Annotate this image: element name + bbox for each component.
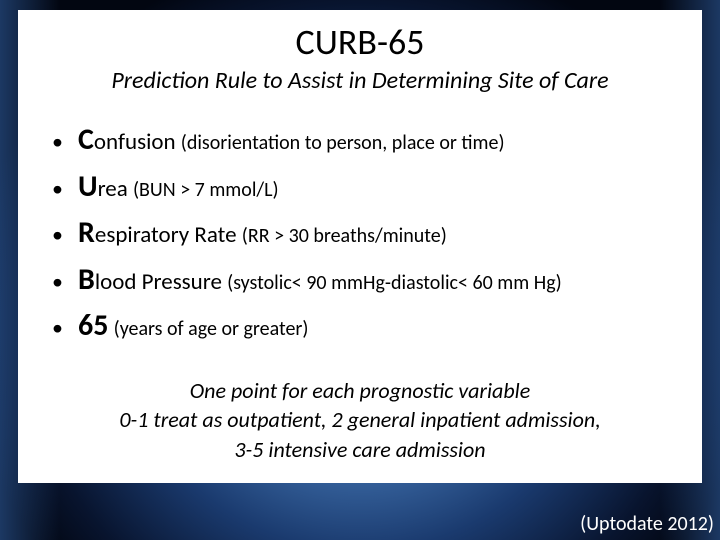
bullet-icon: • (52, 265, 78, 299)
scoring-line: One point for each prognostic variable (48, 376, 672, 406)
criterion-lead: B (78, 261, 95, 298)
content-panel: CURB-65 Prediction Rule to Assist in Det… (18, 10, 702, 483)
list-item: • Urea (BUN > 7 mmol/L) (52, 164, 672, 211)
scoring-line: 3-5 intensive care admission (48, 435, 672, 465)
criterion-detail: (systolic< 90 mmHg-diastolic< 60 mm Hg) (227, 271, 562, 295)
bullet-icon: • (52, 172, 78, 206)
list-item: • 65 (years of age or greater) (52, 303, 672, 350)
criterion-rest: rea (98, 175, 133, 203)
slide-title: CURB-65 (48, 20, 672, 64)
criterion-lead: C (78, 121, 94, 158)
criterion-rest: lood Pressure (95, 268, 227, 296)
criterion-rest: espiratory Rate (95, 221, 242, 249)
scoring-guidance: One point for each prognostic variable 0… (48, 376, 672, 465)
list-item: • Blood Pressure (systolic< 90 mmHg-dias… (52, 257, 672, 304)
scoring-line: 0-1 treat as outpatient, 2 general inpat… (48, 405, 672, 435)
criterion-rest: onfusion (94, 128, 181, 156)
criterion-lead: R (78, 214, 95, 251)
list-item: • Respiratory Rate (RR > 30 breaths/minu… (52, 210, 672, 257)
criterion-detail: (years of age or greater) (114, 317, 309, 341)
citation-text: (Uptodate 2012) (580, 512, 714, 536)
criterion-detail: (RR > 30 breaths/minute) (242, 224, 447, 248)
list-item: • Confusion (disorientation to person, p… (52, 117, 672, 164)
criteria-list: • Confusion (disorientation to person, p… (48, 117, 672, 350)
slide-subtitle: Prediction Rule to Assist in Determining… (48, 66, 672, 95)
criterion-lead: 65 (78, 307, 108, 344)
bullet-icon: • (52, 218, 78, 252)
bullet-icon: • (52, 125, 78, 159)
bullet-icon: • (52, 311, 78, 345)
criterion-lead: U (78, 168, 98, 205)
criterion-detail: (disorientation to person, place or time… (181, 131, 505, 155)
criterion-detail: (BUN > 7 mmol/L) (133, 178, 279, 202)
